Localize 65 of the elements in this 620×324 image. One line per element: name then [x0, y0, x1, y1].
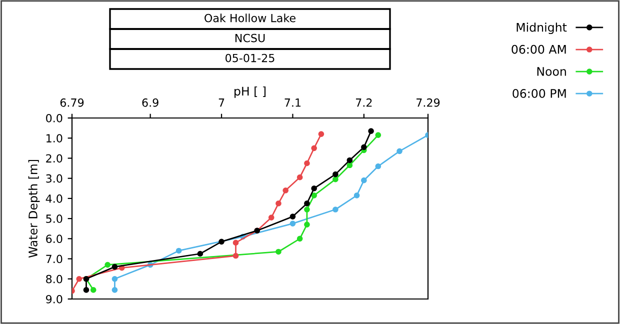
point — [332, 171, 338, 178]
point — [104, 262, 111, 268]
point — [112, 287, 118, 293]
y-tick-label: 2.0 — [46, 154, 62, 163]
y-tick-label: 5.0 — [46, 214, 62, 223]
legend-label: Noon — [537, 67, 566, 76]
y-tick-label: 8.0 — [46, 274, 62, 284]
point — [304, 222, 310, 228]
point — [304, 160, 310, 166]
point — [346, 162, 353, 168]
point — [332, 206, 338, 212]
point — [311, 185, 317, 192]
point — [232, 240, 239, 246]
x-axis-title: pH [ ] — [234, 86, 266, 98]
point — [83, 287, 90, 293]
y-tick-label: 9.0 — [46, 294, 62, 304]
point — [354, 192, 360, 198]
chart-subtitle: NCSU — [235, 34, 265, 42]
x-tick-label: 7 — [218, 98, 224, 107]
point — [290, 220, 296, 226]
point — [290, 214, 296, 220]
x-tick-label: 6.9 — [142, 98, 158, 107]
point — [396, 148, 402, 154]
point — [311, 192, 317, 198]
point — [361, 177, 367, 184]
point — [311, 145, 317, 152]
point — [276, 248, 282, 255]
point — [296, 236, 303, 242]
point — [112, 276, 118, 282]
y-axis-title: Water Depth [m] — [28, 160, 40, 258]
point — [318, 131, 324, 138]
point — [282, 187, 289, 194]
point — [176, 248, 182, 254]
y-tick-label: 1.0 — [46, 134, 62, 142]
legend-label: 06:00 AM — [512, 44, 566, 54]
point — [232, 252, 239, 259]
x-tick-label: 7.29 — [416, 98, 440, 107]
point — [304, 206, 310, 212]
x-tick-label: 7.2 — [356, 98, 372, 107]
point — [375, 163, 382, 170]
y-tick-label: 7.0 — [46, 254, 62, 264]
y-tick-label: 6.0 — [46, 234, 62, 244]
point — [296, 174, 303, 180]
point — [76, 276, 82, 282]
point — [332, 176, 338, 182]
y-tick-label: 3.0 — [46, 174, 62, 183]
point — [218, 238, 224, 245]
point — [276, 200, 282, 206]
point — [112, 264, 118, 270]
x-tick-label: 6.79 — [60, 98, 84, 107]
y-tick-label: 4.0 — [46, 194, 62, 203]
chart-title: Oak Hollow Lake — [204, 14, 296, 22]
point — [197, 250, 204, 257]
point — [375, 132, 382, 138]
x-tick-label: 7.1 — [284, 98, 301, 107]
point — [346, 157, 353, 164]
legend-label: Midnight — [516, 22, 567, 34]
y-tick-label: 0.0 — [46, 114, 62, 122]
text: 05-01-25 — [226, 54, 274, 62]
legend-label: 06:00 PM — [512, 88, 566, 98]
point — [90, 287, 96, 293]
point — [361, 144, 367, 150]
point — [368, 128, 374, 134]
point — [268, 214, 274, 220]
point — [304, 200, 310, 206]
